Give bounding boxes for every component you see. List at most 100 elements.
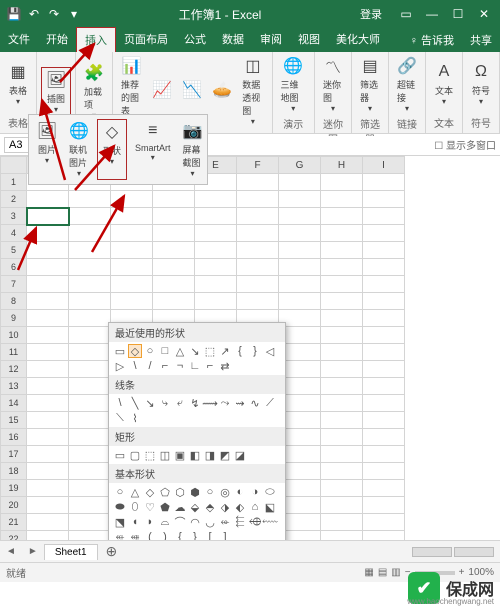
shape-icon[interactable]: ◨ xyxy=(203,448,217,462)
cell[interactable] xyxy=(153,191,195,208)
shape-icon[interactable]: ↘ xyxy=(143,396,157,410)
row-header[interactable]: 19 xyxy=(1,480,27,497)
cell[interactable] xyxy=(69,344,111,361)
shape-icon[interactable]: ◠ xyxy=(188,515,202,529)
shape-icon[interactable]: ⌇ xyxy=(128,411,142,425)
cell[interactable] xyxy=(321,429,363,446)
cell[interactable] xyxy=(27,412,69,429)
cell[interactable] xyxy=(69,361,111,378)
redo-icon[interactable]: ↷ xyxy=(46,6,62,22)
shape-icon[interactable]: ◡ xyxy=(203,515,217,529)
shape-icon[interactable]: ⟍ xyxy=(113,411,127,425)
display-options[interactable]: ☐ 显示多窗口 xyxy=(434,137,496,152)
cell[interactable] xyxy=(321,208,363,225)
addin-button[interactable]: 🧩加载项▾ xyxy=(80,61,108,122)
screenshot-button[interactable]: 📷屏幕截图▾ xyxy=(179,119,207,180)
cell[interactable] xyxy=(279,208,321,225)
shape-icon[interactable]: ⟿ xyxy=(203,396,217,410)
row-header[interactable]: 10 xyxy=(1,327,27,344)
tab-审阅[interactable]: 审阅 xyxy=(252,27,290,52)
cell[interactable] xyxy=(27,361,69,378)
cell[interactable] xyxy=(153,242,195,259)
pivot-chart-button[interactable]: ◫数据透视图▾ xyxy=(238,54,267,128)
online-pic-button[interactable]: 🌐联机图片▾ xyxy=(65,119,93,180)
save-icon[interactable]: 💾 xyxy=(6,6,22,22)
cell[interactable] xyxy=(237,191,279,208)
cell[interactable] xyxy=(195,276,237,293)
shape-icon[interactable]: } xyxy=(188,530,202,540)
shape-icon[interactable]: ⤷ xyxy=(158,396,172,410)
row-header[interactable]: 8 xyxy=(1,293,27,310)
pic-button[interactable]: 🖼图片▾ xyxy=(33,119,61,180)
shape-icon[interactable]: ⬴ xyxy=(113,530,127,540)
cell[interactable] xyxy=(153,225,195,242)
shape-icon[interactable]: ◁ xyxy=(263,344,277,358)
cell[interactable] xyxy=(69,225,111,242)
cell[interactable] xyxy=(363,191,405,208)
shape-icon[interactable]: ◎ xyxy=(218,485,232,499)
cell[interactable] xyxy=(27,395,69,412)
cell[interactable] xyxy=(363,514,405,531)
cell[interactable] xyxy=(321,174,363,191)
shape-icon[interactable]: ◪ xyxy=(233,448,247,462)
shape-icon[interactable]: ⬬ xyxy=(113,500,127,514)
shape-icon[interactable]: ⟋ xyxy=(263,396,277,410)
cell[interactable] xyxy=(27,310,69,327)
shape-icon[interactable]: / xyxy=(143,359,157,373)
3dmap-button[interactable]: 🌐三维地图▾ xyxy=(277,54,310,115)
login-label[interactable]: 登录 xyxy=(352,6,390,22)
cell[interactable] xyxy=(195,259,237,276)
cell[interactable] xyxy=(27,327,69,344)
cell[interactable] xyxy=(321,344,363,361)
shape-icon[interactable]: \ xyxy=(113,396,127,410)
shape-icon[interactable]: ⬔ xyxy=(113,515,127,529)
cell[interactable] xyxy=(321,191,363,208)
cell[interactable] xyxy=(237,174,279,191)
cell[interactable] xyxy=(279,242,321,259)
smartart-button[interactable]: ≡SmartArt▾ xyxy=(131,119,175,180)
cell[interactable] xyxy=(27,344,69,361)
cell[interactable] xyxy=(111,225,153,242)
sheet-tab[interactable]: Sheet1 xyxy=(44,544,98,560)
col-header[interactable]: F xyxy=(237,157,279,174)
cell[interactable] xyxy=(321,463,363,480)
cell[interactable] xyxy=(321,361,363,378)
tab-文件[interactable]: 文件 xyxy=(0,27,38,52)
cell[interactable] xyxy=(27,225,69,242)
cell[interactable] xyxy=(69,531,111,541)
c3-button[interactable]: 🥧 xyxy=(208,78,236,104)
shape-icon[interactable]: ○ xyxy=(143,344,157,358)
cell[interactable] xyxy=(27,480,69,497)
cell[interactable] xyxy=(111,242,153,259)
cell[interactable] xyxy=(237,242,279,259)
sym-button[interactable]: Ω符号▾ xyxy=(467,60,495,108)
cell[interactable] xyxy=(237,276,279,293)
cell[interactable] xyxy=(363,225,405,242)
cell[interactable] xyxy=(363,395,405,412)
shape-icon[interactable]: ⤳ xyxy=(218,396,232,410)
shape-icon[interactable]: ▭ xyxy=(113,344,127,358)
cell[interactable] xyxy=(321,446,363,463)
shape-icon[interactable]: ⬭ xyxy=(263,485,277,499)
shape-icon[interactable]: ⬖ xyxy=(233,500,247,514)
cell[interactable] xyxy=(195,293,237,310)
spark-button[interactable]: 〽迷你图▾ xyxy=(319,54,347,115)
cell[interactable] xyxy=(111,276,153,293)
shape-icon[interactable]: ⬕ xyxy=(263,500,277,514)
shape-icon[interactable]: ◇ xyxy=(143,485,157,499)
sheet-nav-prev-icon[interactable]: ◄ xyxy=(0,546,22,557)
shape-icon[interactable]: \ xyxy=(128,359,142,373)
tab-公式[interactable]: 公式 xyxy=(176,27,214,52)
cell[interactable] xyxy=(69,208,111,225)
shape-icon[interactable]: ⬟ xyxy=(158,500,172,514)
cell[interactable] xyxy=(237,259,279,276)
cell[interactable] xyxy=(321,242,363,259)
undo-icon[interactable]: ↶ xyxy=(26,6,42,22)
shape-icon[interactable]: ▣ xyxy=(173,448,187,462)
share-button[interactable]: 共享 xyxy=(462,28,500,52)
shape-icon[interactable]: { xyxy=(233,344,247,358)
row-header[interactable]: 12 xyxy=(1,361,27,378)
shape-icon[interactable]: □ xyxy=(158,344,172,358)
shape-icon[interactable]: ↗ xyxy=(218,344,232,358)
cell[interactable] xyxy=(363,361,405,378)
